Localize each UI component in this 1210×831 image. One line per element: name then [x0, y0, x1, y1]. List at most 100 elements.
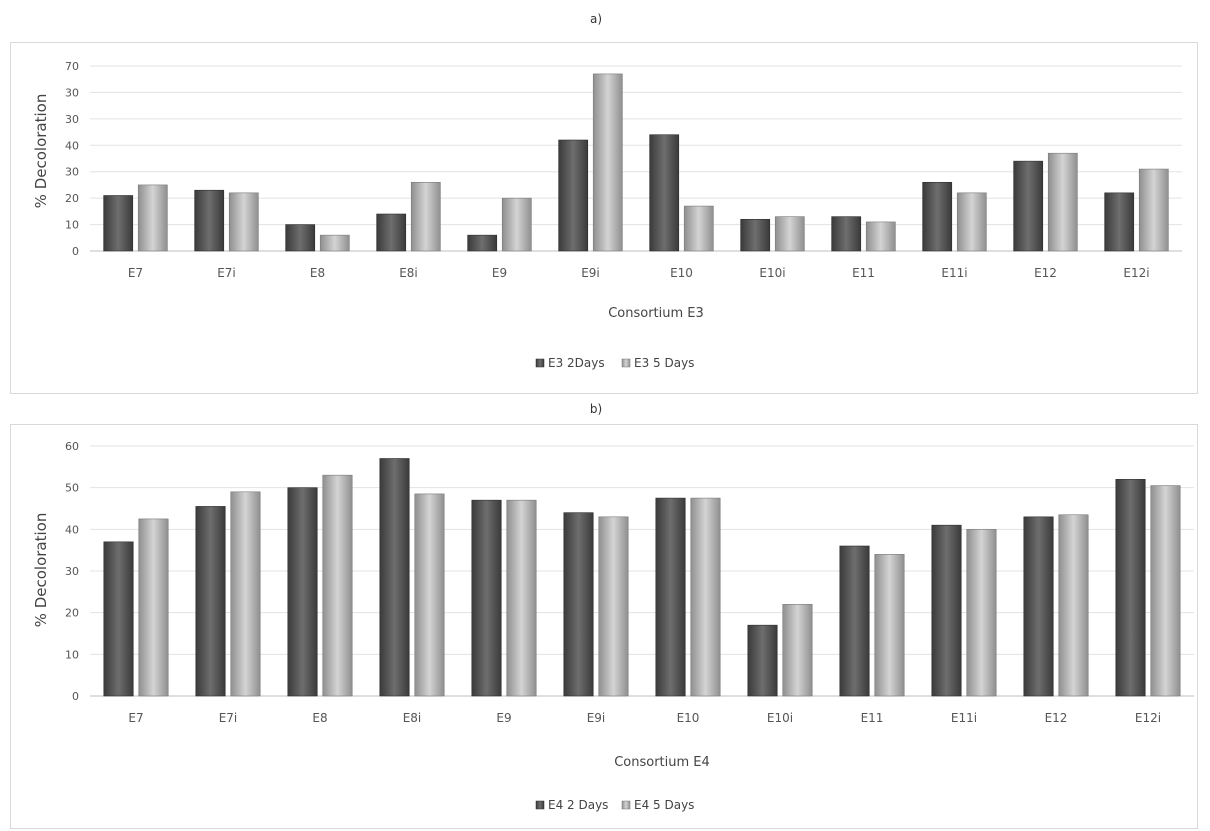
legend-label-series2: E4 5 Days [634, 798, 694, 812]
bar-series1-e10 [649, 134, 680, 252]
bar-series2-e11i [966, 529, 997, 697]
bar-series1-e7i [194, 189, 225, 252]
x-tick-label: E8 [310, 266, 325, 280]
bar-series2-e8i [414, 493, 445, 697]
bar-series1-e11 [831, 216, 862, 252]
y-tick-label: 30 [65, 113, 79, 126]
y-axis-label: % Decoloration [32, 513, 50, 628]
bar-series1-e9i [563, 512, 594, 697]
legend-label-series1: E3 2Days [548, 356, 605, 370]
x-tick-label: E9 [492, 266, 507, 280]
bar-series1-e11 [839, 545, 870, 697]
bar-series1-e12 [1023, 516, 1054, 697]
y-tick-label: 10 [65, 648, 79, 661]
x-tick-label: E9i [587, 711, 606, 725]
y-tick-label: 0 [72, 245, 79, 258]
x-axis-label: Consortium E4 [614, 755, 710, 770]
x-tick-label: E10 [670, 266, 693, 280]
x-tick-label: E12i [1123, 266, 1149, 280]
bar-series1-e10i [740, 218, 771, 252]
x-tick-label: E9i [581, 266, 600, 280]
x-tick-label: E7 [128, 266, 143, 280]
x-tick-label: E10i [767, 711, 793, 725]
x-tick-label: E11 [852, 266, 875, 280]
y-tick-label: 60 [65, 440, 79, 453]
y-tick-label: 0 [72, 690, 79, 703]
legend-swatch-series1 [535, 800, 545, 810]
x-tick-label: E10i [759, 266, 785, 280]
bar-series1-e8 [285, 224, 316, 252]
bar-series2-e7 [138, 518, 169, 697]
bar-series2-e7i [228, 192, 259, 252]
y-tick-label: 20 [65, 607, 79, 620]
bar-series1-e11i [922, 181, 953, 252]
y-tick-label: 50 [65, 482, 79, 495]
bar-series2-e11i [956, 192, 987, 252]
x-axis-label: Consortium E3 [608, 306, 704, 321]
bar-series2-e7 [137, 184, 168, 252]
bar-series1-e8i [379, 458, 410, 697]
bar-series2-e8 [319, 234, 350, 252]
bar-series2-e12i [1150, 485, 1181, 697]
bar-series2-e12i [1138, 168, 1169, 252]
y-tick-label: 30 [65, 86, 79, 99]
bar-series2-e10i [774, 216, 805, 252]
bar-series2-e8 [322, 474, 353, 697]
bar-series2-e10i [782, 604, 813, 697]
bar-series1-e10i [747, 624, 778, 697]
bar-series1-e7 [103, 195, 134, 252]
legend-label-series2: E3 5 Days [634, 356, 694, 370]
bar-series2-e12 [1058, 514, 1089, 697]
panel-label-a: a) [589, 12, 603, 26]
bar-series2-e12 [1047, 152, 1078, 252]
bar-series1-e9i [558, 139, 589, 252]
bar-series1-e8 [287, 487, 318, 697]
bar-series1-e8i [376, 213, 407, 252]
y-tick-label: 30 [65, 166, 79, 179]
bar-series2-e10 [690, 497, 721, 697]
bar-series1-e12i [1115, 479, 1146, 697]
y-tick-label: 40 [65, 139, 79, 152]
bar-series2-e9i [598, 516, 629, 697]
legend-swatch-series2 [621, 800, 631, 810]
x-tick-label: E11i [941, 266, 967, 280]
bar-series2-e9 [506, 499, 537, 697]
bar-series1-e9 [471, 499, 502, 697]
x-tick-label: E8 [312, 711, 327, 725]
bar-series2-e10 [683, 205, 714, 252]
bar-series2-e8i [410, 181, 441, 252]
y-tick-label: 10 [65, 219, 79, 232]
bar-series2-e11 [874, 554, 905, 697]
bar-series1-e7 [103, 541, 134, 697]
y-tick-label: 40 [65, 523, 79, 536]
legend-label-series1: E4 2 Days [548, 798, 608, 812]
x-tick-label: E10 [677, 711, 700, 725]
legend-swatch-series2 [621, 358, 631, 368]
x-tick-label: E12 [1045, 711, 1068, 725]
y-tick-label: 20 [65, 192, 79, 205]
bar-series1-e11i [931, 524, 962, 697]
x-tick-label: E12i [1135, 711, 1161, 725]
panel-label-b: b) [589, 402, 603, 416]
y-tick-label: 70 [65, 60, 79, 73]
bar-series2-e11 [865, 221, 896, 252]
y-axis-label: % Decoloration [32, 94, 50, 209]
legend-swatch-series1 [535, 358, 545, 368]
bar-series2-e7i [230, 491, 261, 697]
x-tick-label: E9 [496, 711, 511, 725]
bar-series1-e10 [655, 497, 686, 697]
x-tick-label: E12 [1034, 266, 1057, 280]
x-tick-label: E8i [399, 266, 418, 280]
x-tick-label: E11i [951, 711, 977, 725]
bar-series2-e9 [501, 197, 532, 252]
x-tick-label: E7 [128, 711, 143, 725]
bar-series1-e7i [195, 506, 226, 697]
bar-series1-e12i [1104, 192, 1135, 252]
x-tick-label: E11 [861, 711, 884, 725]
bar-series1-e9 [467, 234, 498, 252]
bar-series1-e12 [1013, 160, 1044, 252]
x-tick-label: E7i [219, 711, 238, 725]
x-tick-label: E8i [403, 711, 422, 725]
x-tick-label: E7i [217, 266, 236, 280]
